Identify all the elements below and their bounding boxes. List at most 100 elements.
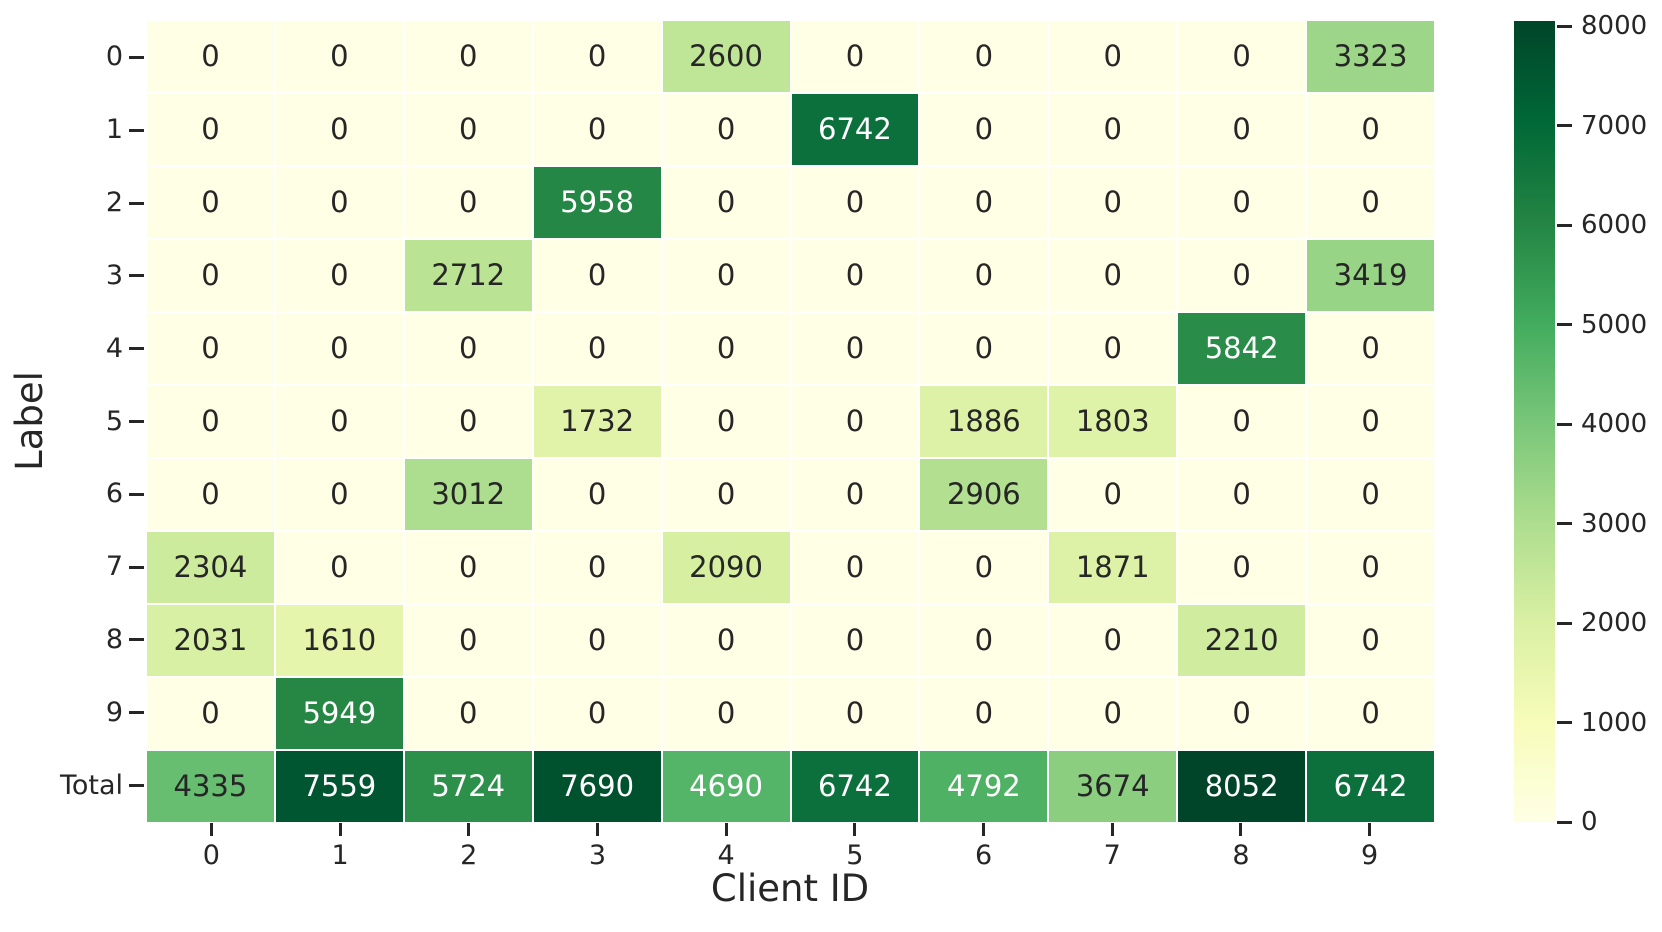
x-tick-label: 8 bbox=[1232, 840, 1250, 871]
heatmap-cell: 0 bbox=[791, 386, 919, 457]
y-tick-label: 7 bbox=[105, 551, 123, 583]
heatmap-cell: 1732 bbox=[533, 386, 661, 457]
heatmap-cell: 0 bbox=[275, 386, 403, 457]
heatmap-cell: 1610 bbox=[275, 605, 403, 676]
heatmap-cell: 0 bbox=[920, 532, 1048, 603]
heatmap-cell: 0 bbox=[920, 94, 1048, 165]
heatmap-cell: 0 bbox=[147, 21, 274, 92]
heatmap-cell: 0 bbox=[533, 532, 661, 603]
heatmap-cell: 0 bbox=[533, 459, 661, 530]
y-tick-mark bbox=[129, 347, 144, 351]
x-tick-label: 5 bbox=[846, 840, 864, 871]
heatmap-cell: 0 bbox=[1307, 678, 1434, 749]
x-tick-label: 1 bbox=[331, 840, 349, 871]
heatmap-cell: 0 bbox=[533, 313, 661, 384]
heatmap-cell: 0 bbox=[1049, 21, 1177, 92]
x-tick-label: 3 bbox=[588, 840, 607, 871]
heatmap-cell: 2600 bbox=[662, 21, 790, 92]
heatmap-cell: 0 bbox=[1049, 459, 1177, 530]
x-tick-mark bbox=[595, 823, 599, 836]
heatmap-cell: 0 bbox=[533, 240, 661, 311]
heatmap-cell: 0 bbox=[147, 167, 274, 238]
heatmap-cell: 0 bbox=[662, 605, 790, 676]
heatmap-cell: 0 bbox=[662, 386, 790, 457]
y-tick-label: 4 bbox=[105, 332, 123, 364]
heatmap-cell: 0 bbox=[533, 605, 661, 676]
heatmap-cell: 5949 bbox=[275, 678, 403, 749]
colorbar-tick-label: 0 bbox=[1581, 807, 1598, 837]
heatmap-cell: 3323 bbox=[1307, 21, 1434, 92]
heatmap-cell: 4792 bbox=[920, 751, 1048, 822]
heatmap-cell: 0 bbox=[1178, 459, 1306, 530]
heatmap-cell: 0 bbox=[275, 167, 403, 238]
heatmap-cell: 0 bbox=[404, 313, 532, 384]
heatmap-cell: 0 bbox=[1178, 532, 1306, 603]
heatmap-cell: 1803 bbox=[1049, 386, 1177, 457]
heatmap-cell: 1871 bbox=[1049, 532, 1177, 603]
heatmap-cell: 0 bbox=[662, 94, 790, 165]
y-tick-label: 5 bbox=[105, 405, 123, 437]
heatmap-cell: 0 bbox=[791, 532, 919, 603]
heatmap-cell: 0 bbox=[1178, 94, 1306, 165]
heatmap-cell: 0 bbox=[920, 605, 1048, 676]
colorbar-tick-mark bbox=[1557, 24, 1572, 28]
heatmap-cell: 3012 bbox=[404, 459, 532, 530]
colorbar-tick-mark bbox=[1557, 721, 1572, 725]
colorbar-tick-mark bbox=[1557, 422, 1572, 426]
heatmap-cell: 0 bbox=[791, 605, 919, 676]
heatmap-cell: 0 bbox=[275, 240, 403, 311]
heatmap-cell: 0 bbox=[1178, 21, 1306, 92]
heatmap-cell: 0 bbox=[1307, 94, 1434, 165]
heatmap-cell: 0 bbox=[147, 313, 274, 384]
heatmap-cell: 0 bbox=[791, 240, 919, 311]
colorbar-tick-label: 4000 bbox=[1581, 409, 1648, 440]
heatmap-cell: 0 bbox=[662, 678, 790, 749]
heatmap-cell: 0 bbox=[662, 240, 790, 311]
heatmap-cell: 0 bbox=[1307, 167, 1434, 238]
heatmap-cell: 0 bbox=[147, 240, 274, 311]
y-tick-label: 8 bbox=[105, 623, 123, 655]
heatmap-cell: 4335 bbox=[147, 751, 274, 822]
heatmap-cell: 0 bbox=[533, 21, 661, 92]
heatmap-cell: 0 bbox=[1307, 605, 1434, 676]
x-tick-mark bbox=[338, 823, 342, 836]
heatmap-cell: 2304 bbox=[147, 532, 274, 603]
colorbar-tick-label: 8000 bbox=[1581, 11, 1648, 42]
heatmap-cell: 0 bbox=[920, 240, 1048, 311]
colorbar-gradient bbox=[1514, 21, 1555, 822]
x-tick-mark bbox=[467, 823, 471, 836]
heatmap-cell: 0 bbox=[1049, 167, 1177, 238]
heatmap-cell: 1886 bbox=[920, 386, 1048, 457]
x-tick-mark bbox=[209, 823, 213, 836]
x-tick-label: 2 bbox=[460, 840, 478, 871]
heatmap-cell: 4690 bbox=[662, 751, 790, 822]
y-tick-mark bbox=[129, 565, 144, 569]
y-tick-label: 6 bbox=[105, 478, 123, 510]
heatmap-cell: 0 bbox=[275, 532, 403, 603]
heatmap-cell: 0 bbox=[147, 678, 274, 749]
heatmap-cell: 0 bbox=[275, 459, 403, 530]
heatmap-cell: 2906 bbox=[920, 459, 1048, 530]
heatmap-cell: 2210 bbox=[1178, 605, 1306, 676]
y-tick-mark bbox=[129, 784, 144, 788]
x-tick-label: 6 bbox=[974, 840, 993, 871]
y-tick-mark bbox=[129, 420, 144, 423]
heatmap-cell: 0 bbox=[1178, 167, 1306, 238]
heatmap-cell: 0 bbox=[791, 459, 919, 530]
y-tick-mark bbox=[129, 638, 144, 642]
heatmap-cell: 7690 bbox=[533, 751, 661, 822]
heatmap-cell: 6742 bbox=[1307, 751, 1434, 822]
heatmap-cell: 6742 bbox=[791, 94, 919, 165]
x-tick-mark bbox=[724, 823, 728, 836]
heatmap-cell: 0 bbox=[1307, 386, 1434, 457]
heatmap-cell: 0 bbox=[791, 21, 919, 92]
heatmap-cell: 0 bbox=[275, 313, 403, 384]
x-tick-mark bbox=[1368, 823, 1372, 836]
x-tick-mark bbox=[1110, 823, 1114, 836]
heatmap-cell: 0 bbox=[404, 532, 532, 603]
heatmap-cell: 0 bbox=[1049, 240, 1177, 311]
heatmap-cell: 0 bbox=[920, 313, 1048, 384]
heatmap-cell: 2712 bbox=[404, 240, 532, 311]
heatmap-cell: 6742 bbox=[791, 751, 919, 822]
